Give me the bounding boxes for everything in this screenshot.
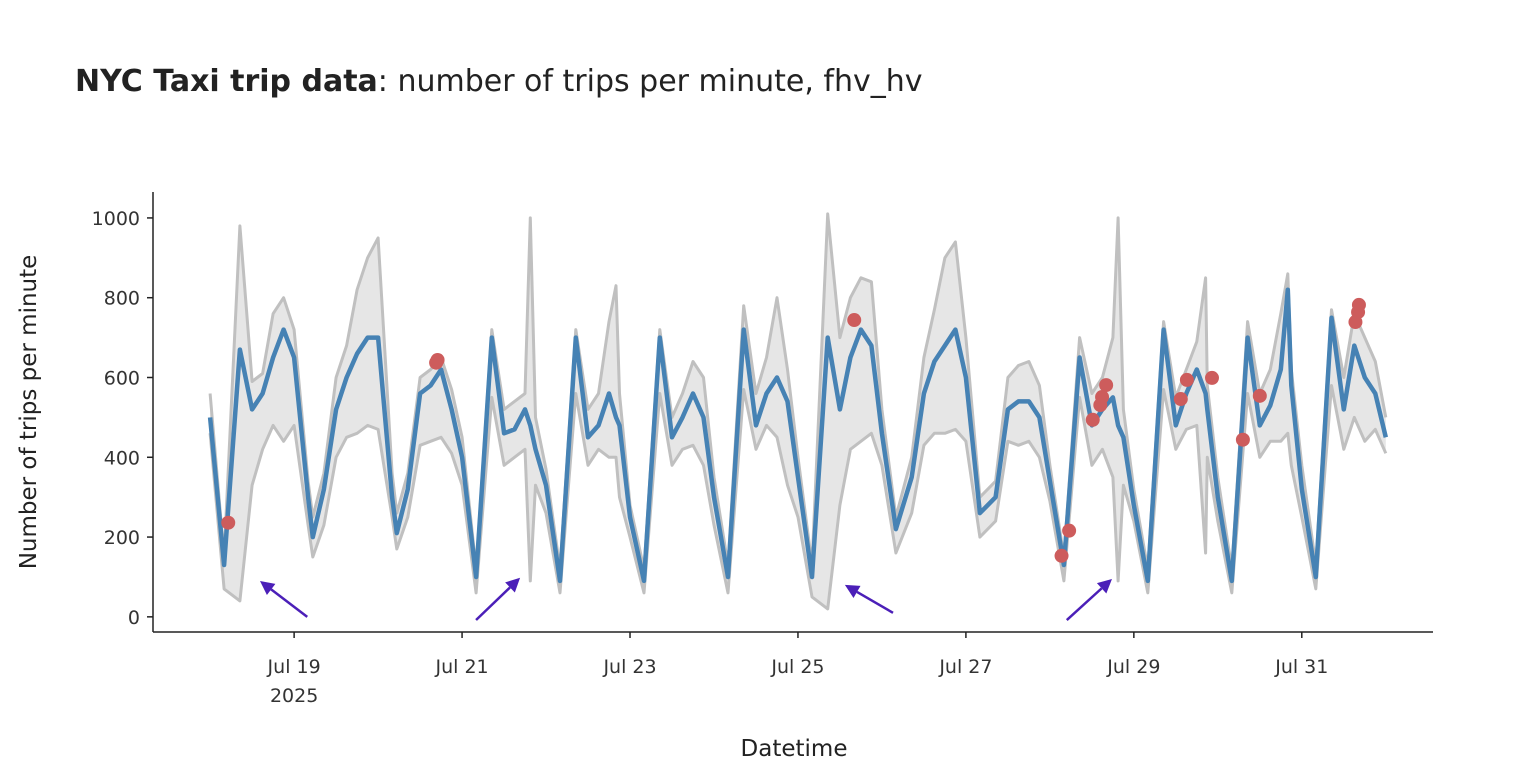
y-tick-label: 400 bbox=[104, 447, 140, 469]
anomaly-point bbox=[1095, 390, 1110, 405]
annotation-arrow bbox=[475, 577, 521, 621]
lower-bound-line bbox=[208, 384, 1388, 611]
x-axis-title: Datetime bbox=[741, 736, 848, 762]
chart-title: NYC Taxi trip data: number of trips per … bbox=[75, 64, 923, 99]
y-tick-label: 600 bbox=[104, 367, 140, 389]
arrow-shaft bbox=[856, 590, 894, 614]
arrow-head bbox=[505, 577, 521, 593]
annotation-arrow bbox=[1065, 578, 1112, 621]
plot-area bbox=[207, 212, 1388, 621]
anomaly-point bbox=[847, 313, 862, 328]
x-tick-label: Jul 31 bbox=[1274, 656, 1328, 678]
confidence-band bbox=[210, 213, 1386, 609]
x-tick-label: Jul 29 bbox=[1106, 656, 1160, 678]
arrow-shaft bbox=[1065, 587, 1103, 621]
anomaly-point bbox=[1173, 392, 1188, 407]
anomaly-point bbox=[1179, 372, 1194, 387]
anomaly-point bbox=[1062, 523, 1077, 538]
arrow-head bbox=[260, 580, 276, 595]
anomaly-point bbox=[1252, 388, 1267, 403]
anomaly-point bbox=[1054, 548, 1069, 563]
anomaly-point bbox=[1235, 432, 1250, 447]
anomaly-point bbox=[430, 352, 445, 367]
x-tick-label: Jul 23 bbox=[602, 656, 656, 678]
y-tick-label: 1000 bbox=[92, 208, 140, 230]
anomaly-point bbox=[1204, 370, 1219, 385]
annotation-arrow bbox=[260, 580, 308, 618]
arrow-head bbox=[844, 584, 861, 599]
y-tick-label: 0 bbox=[128, 607, 140, 629]
arrow-shaft bbox=[475, 586, 511, 621]
upper-bound-line bbox=[208, 212, 1388, 571]
x-tick-label: Jul 21 bbox=[434, 656, 488, 678]
x-tick-label: Jul 19 bbox=[267, 656, 321, 678]
x-tick-label: Jul 25 bbox=[770, 656, 824, 678]
axes: 0 200 400 600 800 1000 Jul 19 2025 Jul 21 Jul 23 J… bbox=[92, 192, 1433, 707]
trips-per-minute-line bbox=[207, 287, 1388, 584]
arrow-head bbox=[1096, 578, 1112, 594]
anomaly-point bbox=[1099, 378, 1114, 393]
annotation-arrow bbox=[844, 584, 894, 614]
chart-title-rest: : number of trips per minute, fhv_hv bbox=[378, 64, 923, 99]
x-tick-label: Jul 27 bbox=[938, 656, 992, 678]
arrow-shaft bbox=[270, 588, 308, 618]
y-tick-label: 800 bbox=[104, 288, 140, 310]
y-axis-title: Number of trips per minute bbox=[16, 255, 42, 570]
x-tick-year-label: 2025 bbox=[270, 685, 318, 707]
anomaly-point bbox=[221, 515, 236, 530]
y-tick-label: 200 bbox=[104, 527, 140, 549]
chart-title-bold: NYC Taxi trip data bbox=[75, 64, 378, 99]
anomaly-point bbox=[1085, 412, 1100, 427]
anomaly-point bbox=[1351, 297, 1366, 312]
